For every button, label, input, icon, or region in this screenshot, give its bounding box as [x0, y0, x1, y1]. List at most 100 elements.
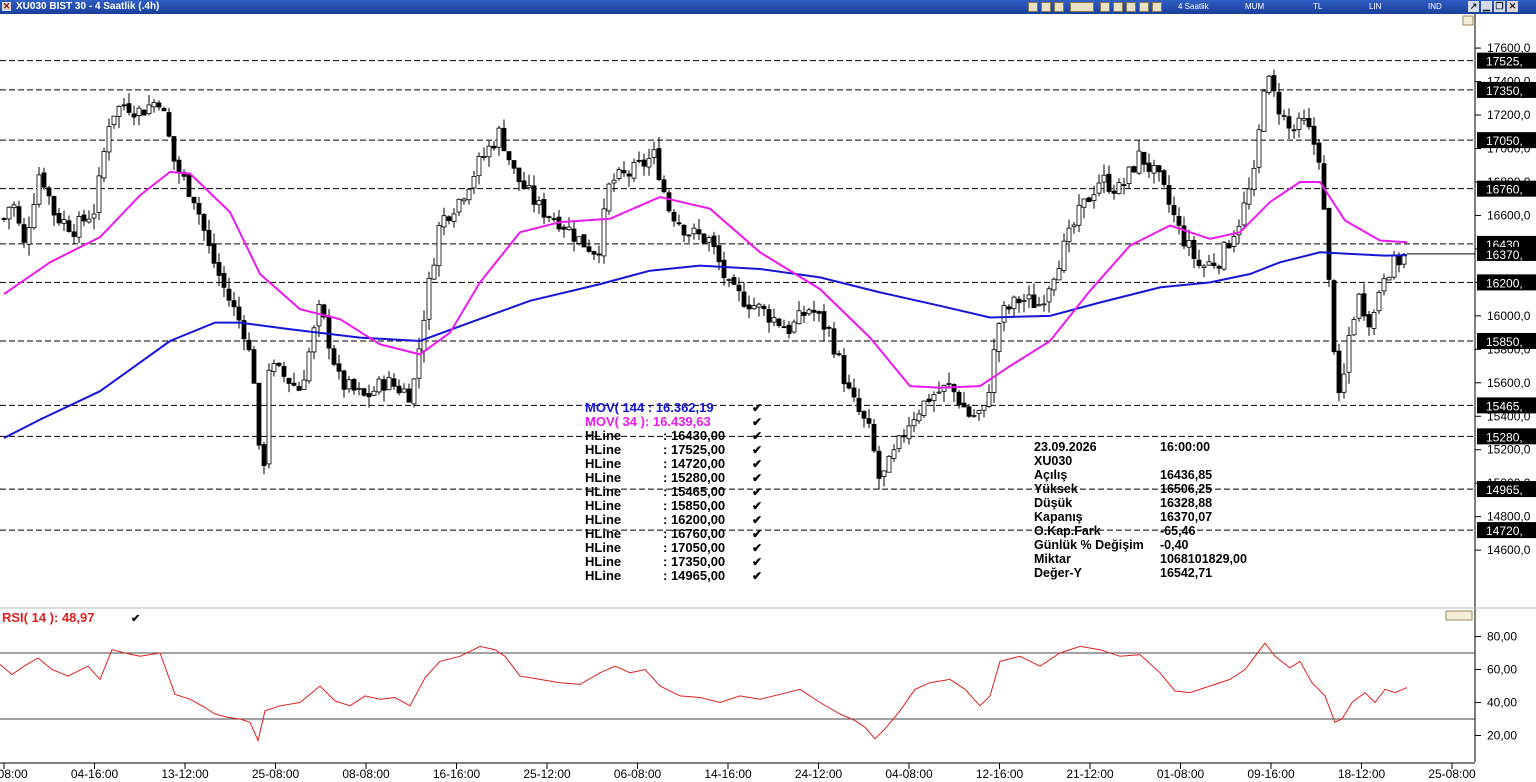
candle-body: [811, 309, 817, 313]
time-tick-label: 24-12:00: [795, 767, 843, 781]
toolbar-tool-icon[interactable]: [1028, 2, 1038, 12]
toolbar-crosshair-icon[interactable]: [1041, 2, 1051, 12]
candle-body: [1301, 118, 1307, 121]
candle-body: [1121, 184, 1127, 187]
period-selector[interactable]: 4 Saatlik: [1178, 2, 1209, 11]
candle-body: [376, 378, 382, 393]
candle-body: [991, 349, 997, 393]
candle-body: [56, 213, 62, 224]
candle-body: [276, 362, 282, 366]
candle-body: [246, 339, 252, 351]
candle-body: [971, 414, 977, 417]
indicator-selector[interactable]: IND: [1428, 2, 1442, 11]
time-tick-label: 22-08:00: [0, 767, 28, 781]
toolbar-style-icon[interactable]: [1139, 2, 1149, 12]
candle-body: [1226, 243, 1232, 249]
candle-body: [471, 175, 477, 189]
hline-tag: 15280,: [1486, 430, 1523, 444]
candle-body: [726, 279, 732, 281]
chart-canvas[interactable]: 17600,017400,017200,017000,016800,016600…: [0, 14, 1536, 782]
candle-body: [1246, 188, 1252, 205]
candle-body: [966, 406, 972, 417]
visible-check-icon: ✔: [752, 499, 762, 513]
candle-body: [1111, 190, 1117, 194]
candle-body: [691, 227, 697, 235]
candle-body: [1281, 114, 1287, 117]
time-axis: 22-08:00 04-16:00 13-12:00 25-08:00 08-08:00…: [0, 762, 1476, 781]
toolbar-grid-icon[interactable]: [1100, 2, 1110, 12]
toolbar-draw-icon[interactable]: [1113, 2, 1123, 12]
candle-body: [296, 386, 302, 391]
visible-check-icon: ✔: [752, 555, 762, 569]
candle-body: [361, 388, 367, 396]
candle-body: [1381, 278, 1387, 292]
price-axis: 17600,017400,017200,017000,016800,016600…: [0, 14, 1536, 762]
legend-hline-label: HLine: [585, 484, 621, 499]
candle-body: [1181, 225, 1187, 247]
candle-body: [406, 388, 412, 403]
candle-body: [1131, 166, 1137, 173]
panel-menu-icon: [1462, 15, 1474, 26]
legend-hline-value: : 16760,00: [663, 526, 725, 541]
candle-body: [996, 323, 1002, 352]
candle-body: [231, 300, 237, 308]
candle-body: [1011, 296, 1017, 310]
candle-body: [756, 303, 762, 308]
candle-body: [261, 444, 267, 467]
candle-body: [1276, 91, 1282, 115]
candle-body: [481, 156, 487, 158]
candle-body: [1201, 265, 1207, 269]
toolbar-more-icon[interactable]: [1152, 2, 1162, 12]
rsi-tick-label: 60,00: [1487, 663, 1517, 677]
close-icon[interactable]: ✕: [1507, 1, 1518, 12]
candle-body: [1341, 373, 1347, 393]
candle-body: [1371, 312, 1377, 329]
minimize-icon[interactable]: ▁: [1481, 1, 1492, 12]
candle-body: [431, 264, 437, 280]
candle-body: [516, 167, 522, 183]
legend-hline-label: HLine: [585, 554, 621, 569]
candle-body: [1056, 268, 1062, 281]
candle-body: [36, 174, 42, 205]
price-tick-label: 15200,0: [1487, 443, 1531, 457]
candle-body: [701, 233, 707, 244]
candle-body: [1401, 253, 1407, 265]
candle-body: [611, 179, 617, 184]
toolbar-zoom-icon[interactable]: [1054, 2, 1064, 12]
candle-body: [606, 183, 612, 212]
time-tick-label: 25-08:00: [1428, 767, 1476, 781]
toolbar-template-icon[interactable]: [1070, 2, 1094, 12]
candle-body: [291, 382, 297, 386]
candle-body: [1186, 240, 1192, 248]
toolbar-check-icon[interactable]: [1126, 2, 1136, 12]
restore-icon[interactable]: ❐: [1494, 1, 1505, 12]
candle-body: [621, 170, 627, 174]
currency-selector[interactable]: TL: [1313, 2, 1323, 11]
candle-body: [196, 202, 202, 215]
candle-body: [536, 200, 542, 206]
candle-body: [76, 216, 82, 238]
rsi-panel: 80,00 60,00 40,00 20,00 RSI( 14 ): 48,97 ✔: [0, 610, 1517, 743]
candle-body: [886, 456, 892, 473]
charttype-selector[interactable]: MUM: [1245, 2, 1265, 11]
scale-selector[interactable]: LIN: [1369, 2, 1382, 11]
visible-check-icon: ✔: [752, 401, 762, 415]
pin-icon[interactable]: ↗: [1468, 1, 1479, 12]
legend-hline-label: HLine: [585, 498, 621, 513]
candle-body: [566, 226, 572, 231]
candle-body: [336, 363, 342, 372]
candle-body: [541, 199, 547, 218]
legend-hline-value: : 15850,00: [663, 498, 725, 513]
last-price-box: [1477, 246, 1536, 261]
candle-body: [901, 434, 907, 438]
visible-check-icon: ✔: [752, 527, 762, 541]
candle-body: [1391, 254, 1397, 278]
info-value: 16370,07: [1160, 510, 1212, 524]
candle-body: [1361, 293, 1367, 317]
candle-body: [946, 382, 952, 385]
candle-body: [166, 112, 172, 137]
candle-body: [531, 185, 537, 205]
rsi-tick-label: 40,00: [1487, 696, 1517, 710]
candle-body: [206, 229, 212, 247]
candle-body: [861, 410, 867, 419]
